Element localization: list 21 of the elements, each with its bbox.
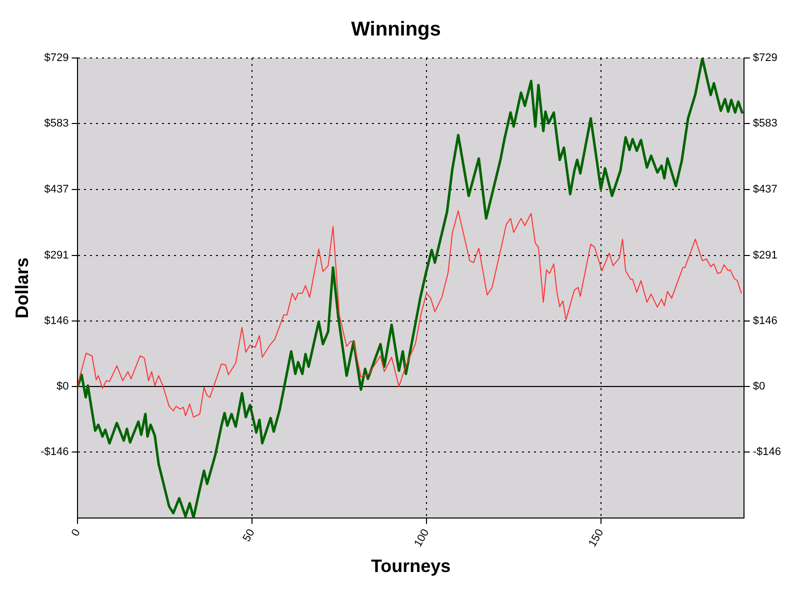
y2-tick-label: $0: [752, 380, 766, 393]
y2-tick-label: $291: [752, 249, 778, 262]
x-tick-label: 100: [412, 527, 432, 550]
x-axis-title: Tourneys: [370, 556, 451, 576]
y-tick-label: -$146: [40, 446, 69, 458]
y-tick-label: $437: [44, 183, 69, 196]
y2-tick-label: $583: [752, 118, 778, 130]
y-axis-title: Dollars: [12, 257, 32, 318]
y-tick-label: $146: [44, 314, 69, 327]
y2-tick-label: $729: [752, 52, 778, 64]
y2-tick-label: $437: [752, 183, 778, 196]
y2-tick-label: -$146: [752, 446, 782, 458]
x-tick-label: 150: [586, 527, 606, 550]
chart-title: Winnings: [351, 18, 441, 41]
y2-tick-label: $146: [752, 314, 778, 327]
y-tick-label: $583: [44, 118, 69, 130]
y-tick-label: $729: [44, 52, 69, 64]
x-tick-label: 50: [240, 527, 258, 544]
y-tick-label: $291: [44, 249, 69, 262]
x-tick-label: 0: [70, 527, 83, 539]
y-tick-label: $0: [56, 380, 69, 393]
